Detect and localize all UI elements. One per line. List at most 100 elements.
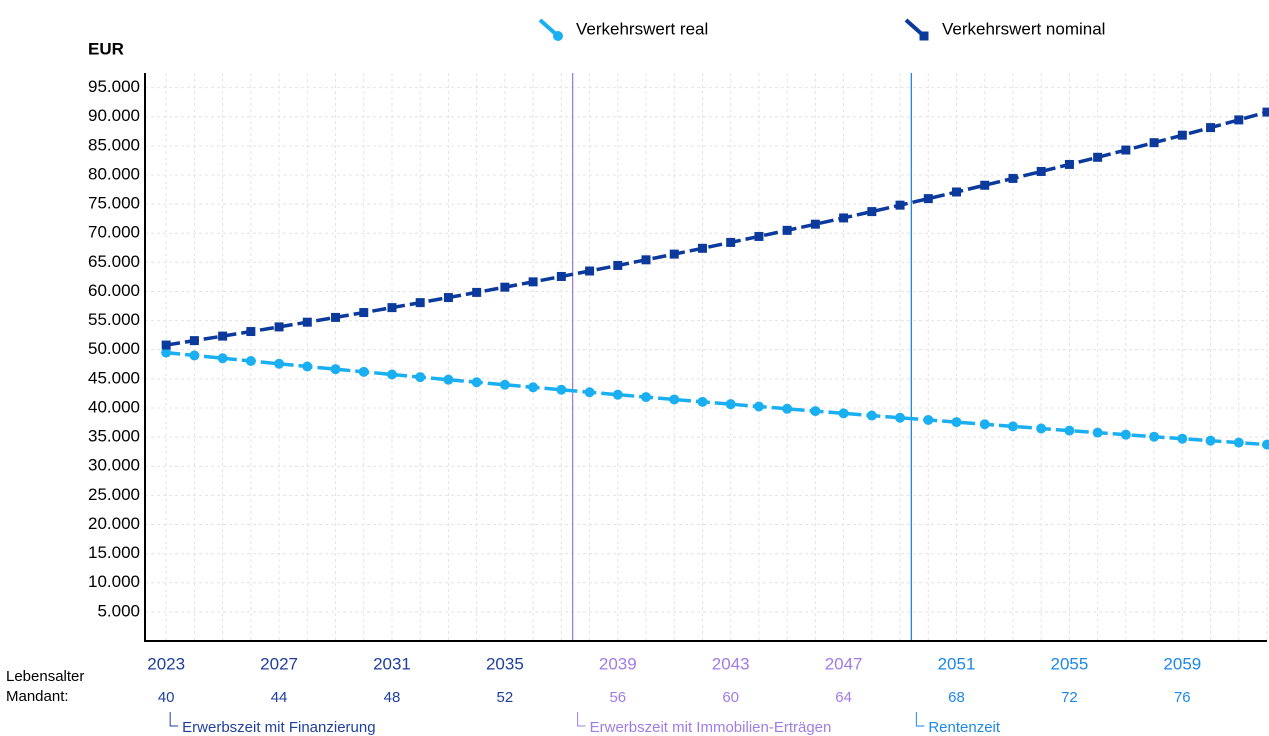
- marker: [1120, 429, 1131, 440]
- legend-item: Verkehrswert nominal: [904, 18, 1105, 41]
- marker: [839, 213, 849, 223]
- marker: [500, 282, 510, 292]
- marker: [499, 379, 510, 390]
- y-tick-label: 35.000: [88, 427, 140, 446]
- marker: [302, 361, 313, 372]
- marker: [980, 180, 990, 190]
- marker: [1233, 437, 1244, 448]
- marker: [415, 372, 426, 383]
- marker: [471, 377, 482, 388]
- marker: [1234, 115, 1244, 125]
- legend-label: Verkehrswert nominal: [942, 19, 1105, 38]
- marker: [669, 249, 679, 259]
- marker: [810, 406, 821, 417]
- marker: [1007, 421, 1018, 432]
- age-label: 76: [1174, 689, 1191, 706]
- marker: [782, 403, 793, 414]
- marker: [161, 340, 171, 350]
- marker: [387, 303, 397, 313]
- marker: [217, 353, 228, 364]
- marker: [923, 414, 934, 425]
- marker: [867, 207, 877, 217]
- age-label: 68: [948, 689, 965, 706]
- marker: [1093, 152, 1103, 162]
- age-row-label: Mandant:: [6, 688, 69, 705]
- marker: [359, 308, 369, 318]
- age-label: 72: [1061, 689, 1078, 706]
- marker: [415, 298, 425, 308]
- age-label: 52: [497, 689, 514, 706]
- x-tick-label: 2039: [599, 654, 637, 673]
- x-tick-label: 2027: [260, 654, 298, 673]
- marker: [585, 266, 595, 276]
- marker: [556, 271, 566, 281]
- legend-label: Verkehrswert real: [576, 19, 708, 38]
- marker: [330, 364, 341, 375]
- marker: [1064, 159, 1074, 169]
- marker: [386, 369, 397, 380]
- marker: [866, 410, 877, 421]
- y-tick-label: 30.000: [88, 456, 140, 475]
- marker: [1177, 130, 1187, 140]
- age-label: 60: [722, 689, 739, 706]
- phase-label: Erwerbszeit mit Immobilien-Erträgen: [590, 719, 832, 736]
- y-tick-label: 5.000: [97, 601, 140, 620]
- marker: [161, 347, 172, 358]
- marker: [919, 31, 929, 41]
- marker: [923, 194, 933, 204]
- x-tick-label: 2059: [1163, 654, 1201, 673]
- marker: [302, 317, 312, 327]
- marker: [218, 331, 228, 341]
- marker: [584, 387, 595, 398]
- y-tick-label: 60.000: [88, 281, 140, 300]
- marker: [754, 231, 764, 241]
- series-line: [165, 110, 1268, 347]
- marker: [1205, 435, 1216, 446]
- y-tick-label: 55.000: [88, 310, 140, 329]
- marker: [725, 399, 736, 410]
- marker: [895, 200, 905, 210]
- marker: [612, 389, 623, 400]
- marker: [641, 255, 651, 265]
- marker: [697, 243, 707, 253]
- y-tick-label: 10.000: [88, 572, 140, 591]
- age-label: 44: [271, 689, 288, 706]
- marker: [1262, 439, 1269, 450]
- phase-label: Rentenzeit: [928, 719, 1001, 736]
- marker: [979, 419, 990, 430]
- y-tick-label: 45.000: [88, 368, 140, 387]
- marker: [245, 356, 256, 367]
- marker: [246, 327, 256, 337]
- marker: [274, 358, 285, 369]
- x-tick-label: 2023: [147, 654, 185, 673]
- marker: [613, 260, 623, 270]
- marker: [1036, 166, 1046, 176]
- marker: [443, 374, 454, 385]
- y-tick-label: 65.000: [88, 252, 140, 271]
- marker: [528, 382, 539, 393]
- x-tick-label: 2051: [938, 654, 976, 673]
- x-tick-label: 2047: [825, 654, 863, 673]
- y-tick-label: 15.000: [88, 543, 140, 562]
- marker: [782, 225, 792, 235]
- age-row-label: Lebensalter: [6, 668, 84, 685]
- y-tick-label: 25.000: [88, 485, 140, 504]
- marker: [726, 237, 736, 247]
- marker: [189, 350, 200, 361]
- phase-bracket: [915, 712, 925, 727]
- marker: [553, 31, 563, 41]
- marker: [358, 366, 369, 377]
- age-label: 64: [835, 689, 852, 706]
- marker: [1206, 123, 1216, 133]
- marker: [274, 322, 284, 332]
- x-tick-label: 2055: [1051, 654, 1089, 673]
- marker: [810, 219, 820, 229]
- age-label: 40: [158, 689, 175, 706]
- marker: [1092, 427, 1103, 438]
- y-tick-label: 90.000: [88, 106, 140, 125]
- phase-bracket: [169, 712, 179, 727]
- marker: [641, 392, 652, 403]
- series-line: [165, 350, 1268, 447]
- marker: [331, 312, 341, 322]
- marker: [1008, 173, 1018, 183]
